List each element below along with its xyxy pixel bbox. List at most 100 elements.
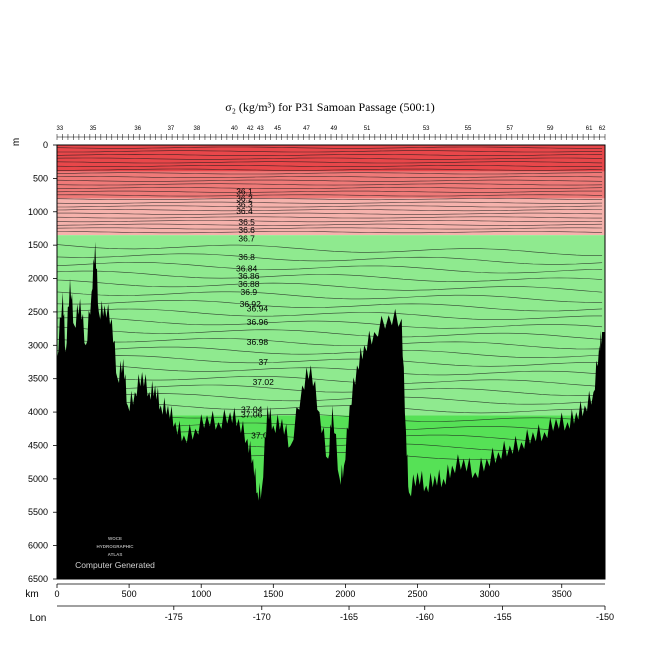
y-tick-label: 5500 [28, 507, 48, 517]
contour-line [57, 194, 603, 197]
station-label: 55 [465, 126, 472, 132]
station-label: 36 [134, 126, 141, 132]
station-label: 62 [599, 126, 606, 132]
contour-line [57, 300, 603, 312]
x-tick-label: 500 [122, 589, 137, 599]
contour-label: 36.8 [238, 252, 255, 262]
contour-line [57, 308, 603, 320]
contour-line [57, 157, 603, 160]
contour-label: 36.86 [238, 271, 260, 281]
y-tick-label: 6000 [28, 541, 48, 551]
contour-label: 36.92 [240, 299, 262, 309]
station-label: 37 [168, 126, 175, 132]
contour-line [57, 176, 603, 178]
contour-line [57, 201, 603, 204]
contour-line [57, 165, 603, 167]
x-tick-label: 3500 [552, 589, 572, 599]
contour-label: 36.6 [238, 225, 255, 235]
contour-line [57, 355, 603, 367]
seafloor [57, 241, 605, 579]
plot-frame [56, 144, 606, 580]
x-tick-label: 0 [54, 589, 59, 599]
contour-line [57, 168, 603, 171]
y-tick-label: 4000 [28, 407, 48, 417]
contour-line [57, 183, 603, 186]
lon-axis-label: Lon [30, 613, 47, 624]
contour-label: 36.4 [236, 206, 253, 216]
credit-logo-line2: HYDROGRAPHIC [96, 544, 134, 549]
station-label: 49 [331, 126, 338, 132]
y-tick-label: 6500 [28, 574, 48, 584]
station-label: 40 [231, 126, 238, 132]
contour-label: 36.5 [238, 217, 255, 227]
x-tick-label: 1500 [263, 589, 283, 599]
contour-label: 36.2 [236, 193, 253, 203]
y-tick-label: 500 [33, 173, 48, 183]
contour-line [57, 146, 603, 149]
x-axis-label: km [25, 589, 38, 600]
contour-line [57, 223, 603, 226]
contour-line [57, 187, 603, 189]
credit-text: Computer Generated [75, 560, 155, 570]
lon-tick-label: -175 [165, 612, 183, 622]
contour-line [57, 338, 603, 350]
x-tick-label: 1000 [191, 589, 211, 599]
y-tick-label: 3000 [28, 340, 48, 350]
contour-line [57, 161, 603, 164]
contour-line [57, 253, 603, 265]
contour-label: 36.98 [247, 337, 269, 347]
contour-line [57, 179, 603, 182]
contour-line [57, 227, 603, 230]
contour-line [57, 220, 603, 223]
contour-label: 36.9 [241, 287, 258, 297]
contour-line [57, 270, 603, 283]
y-tick-label: 5000 [28, 474, 48, 484]
contour-line [57, 216, 603, 219]
contour-line [57, 279, 603, 293]
station-label: 43 [257, 126, 264, 132]
contour-line [57, 209, 603, 212]
chart-title: σ₂ (kg/m³) for P31 Samoan Passage (500:1… [225, 100, 435, 114]
station-label: 45 [274, 126, 281, 132]
top-tick-row [56, 134, 606, 140]
station-label: 53 [423, 126, 430, 132]
x-tick-label: 3000 [480, 589, 500, 599]
contour-line [57, 190, 603, 193]
contour-label: 37.06 [241, 410, 263, 420]
color-band [57, 235, 605, 416]
station-label: 42 [247, 126, 254, 132]
lon-axis: -175 -170 -165 -160 -155 -150 [57, 605, 614, 622]
contour-label: 36.7 [238, 233, 255, 243]
contour-line [57, 205, 603, 208]
lon-tick-label: -170 [253, 612, 271, 622]
contour-line [57, 326, 603, 340]
contour-line [57, 291, 603, 303]
station-label: 47 [303, 126, 310, 132]
contour-label: 37 [258, 357, 268, 367]
station-label: 59 [547, 126, 554, 132]
y-tick-label: 1500 [28, 240, 48, 250]
lon-tick-label: -150 [596, 612, 614, 622]
y-tick-label: 2500 [28, 307, 48, 317]
credit-logo-line3: ATLAS [108, 552, 123, 557]
station-labels: 33 35 36 37 38 40 42 43 45 47 49 51 53 55 57 59 61 62 [57, 126, 607, 132]
station-label: 57 [506, 126, 513, 132]
y-axis: 0 500 1000 1500 2000 2500 3000 3500 4000 4500 5000… [28, 140, 57, 584]
station-label: 33 [57, 126, 64, 132]
contour-label: 37.04 [241, 404, 263, 414]
contour-line [57, 373, 603, 387]
y-tick-label: 1000 [28, 207, 48, 217]
x-tick-label: 2500 [408, 589, 428, 599]
contour-line [57, 172, 603, 175]
contour-line [57, 364, 603, 376]
contour-line [57, 150, 603, 153]
contour-line [57, 231, 603, 234]
contour-label: 36.96 [247, 317, 269, 327]
y-tick-label: 0 [43, 140, 48, 150]
station-label: 38 [194, 126, 201, 132]
station-label: 51 [364, 126, 371, 132]
contour-line [57, 153, 603, 156]
contour-line [57, 212, 603, 215]
